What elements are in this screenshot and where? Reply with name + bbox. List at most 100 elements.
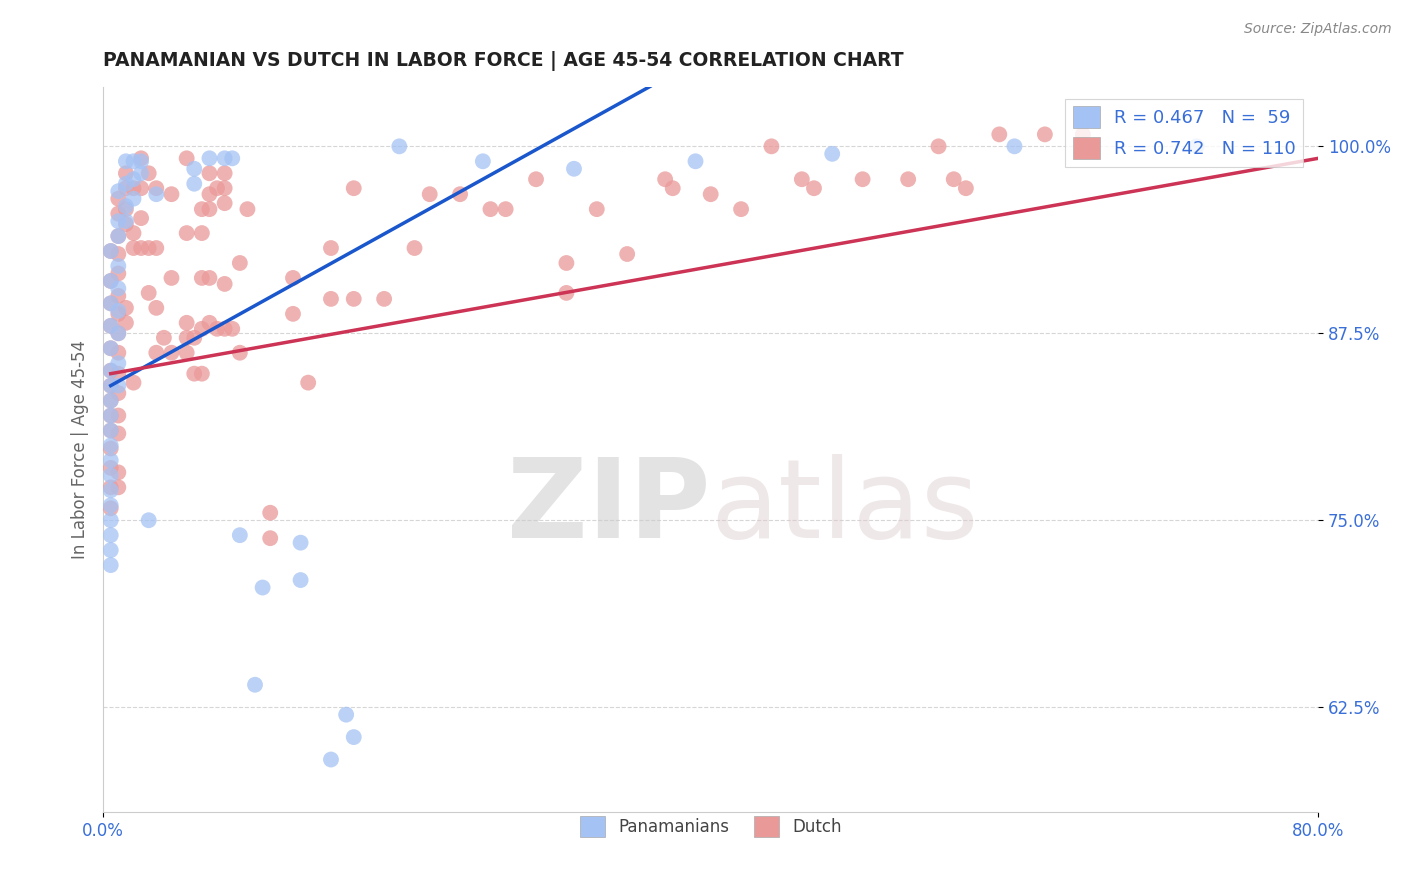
Point xyxy=(129,151,152,165)
Point xyxy=(138,513,160,527)
Point xyxy=(955,181,977,195)
Point xyxy=(100,244,122,258)
Point xyxy=(198,151,221,165)
Point xyxy=(107,229,129,244)
Point xyxy=(107,229,129,244)
Point xyxy=(699,187,721,202)
Point xyxy=(100,274,122,288)
Point xyxy=(138,285,160,300)
Point xyxy=(100,274,122,288)
Point xyxy=(229,345,252,359)
Point xyxy=(252,581,274,595)
Point xyxy=(100,424,122,438)
Point xyxy=(479,202,502,216)
Point xyxy=(122,172,145,186)
Y-axis label: In Labor Force | Age 45-54: In Labor Force | Age 45-54 xyxy=(72,340,89,558)
Point xyxy=(100,501,122,516)
Point xyxy=(107,307,129,321)
Point xyxy=(229,256,252,270)
Point xyxy=(585,202,607,216)
Point xyxy=(145,241,167,255)
Point xyxy=(122,192,145,206)
Point xyxy=(790,172,813,186)
Text: ZIP: ZIP xyxy=(508,454,710,561)
Point xyxy=(852,172,875,186)
Point xyxy=(214,322,236,336)
Point xyxy=(988,128,1011,142)
Point xyxy=(100,468,122,483)
Point xyxy=(198,187,221,202)
Point xyxy=(388,139,411,153)
Point xyxy=(100,378,122,392)
Point xyxy=(176,316,198,330)
Point xyxy=(404,241,426,255)
Point xyxy=(214,166,236,180)
Point xyxy=(115,202,138,216)
Point xyxy=(107,356,129,370)
Point xyxy=(183,161,205,176)
Point xyxy=(654,172,676,186)
Point xyxy=(129,154,152,169)
Point xyxy=(335,707,357,722)
Point xyxy=(214,151,236,165)
Point xyxy=(107,378,129,392)
Point xyxy=(122,241,145,255)
Text: PANAMANIAN VS DUTCH IN LABOR FORCE | AGE 45-54 CORRELATION CHART: PANAMANIAN VS DUTCH IN LABOR FORCE | AGE… xyxy=(103,51,904,70)
Point xyxy=(198,202,221,216)
Point xyxy=(205,181,228,195)
Point xyxy=(555,285,578,300)
Point xyxy=(100,409,122,423)
Point xyxy=(115,181,138,195)
Point xyxy=(198,271,221,285)
Point xyxy=(107,281,129,295)
Point xyxy=(107,345,129,359)
Point xyxy=(100,378,122,392)
Point xyxy=(145,187,167,202)
Point xyxy=(100,528,122,542)
Point xyxy=(821,146,844,161)
Point xyxy=(1071,128,1094,142)
Point xyxy=(236,202,259,216)
Point xyxy=(107,214,129,228)
Point xyxy=(145,301,167,315)
Point xyxy=(100,364,122,378)
Point xyxy=(290,573,312,587)
Point xyxy=(419,187,441,202)
Point xyxy=(229,528,252,542)
Text: atlas: atlas xyxy=(710,454,979,561)
Point xyxy=(145,181,167,195)
Point xyxy=(160,187,183,202)
Point xyxy=(107,367,129,381)
Point xyxy=(191,202,214,216)
Point xyxy=(115,199,138,213)
Point xyxy=(319,752,342,766)
Point xyxy=(290,535,312,549)
Point xyxy=(122,226,145,240)
Point xyxy=(214,181,236,195)
Point xyxy=(176,345,198,359)
Point xyxy=(107,259,129,273)
Point xyxy=(115,166,138,180)
Point xyxy=(198,166,221,180)
Point xyxy=(214,196,236,211)
Point xyxy=(129,181,152,195)
Point xyxy=(115,214,138,228)
Point xyxy=(115,154,138,169)
Point xyxy=(107,267,129,281)
Point xyxy=(107,207,129,221)
Point xyxy=(343,181,366,195)
Point xyxy=(153,331,176,345)
Point xyxy=(685,154,707,169)
Point xyxy=(281,307,304,321)
Point xyxy=(100,513,122,527)
Point xyxy=(730,202,752,216)
Point xyxy=(100,483,122,498)
Point xyxy=(107,426,129,441)
Point xyxy=(107,409,129,423)
Point xyxy=(259,531,281,545)
Point xyxy=(160,271,183,285)
Point xyxy=(281,271,304,285)
Point xyxy=(100,296,122,310)
Point xyxy=(183,331,205,345)
Point xyxy=(122,376,145,390)
